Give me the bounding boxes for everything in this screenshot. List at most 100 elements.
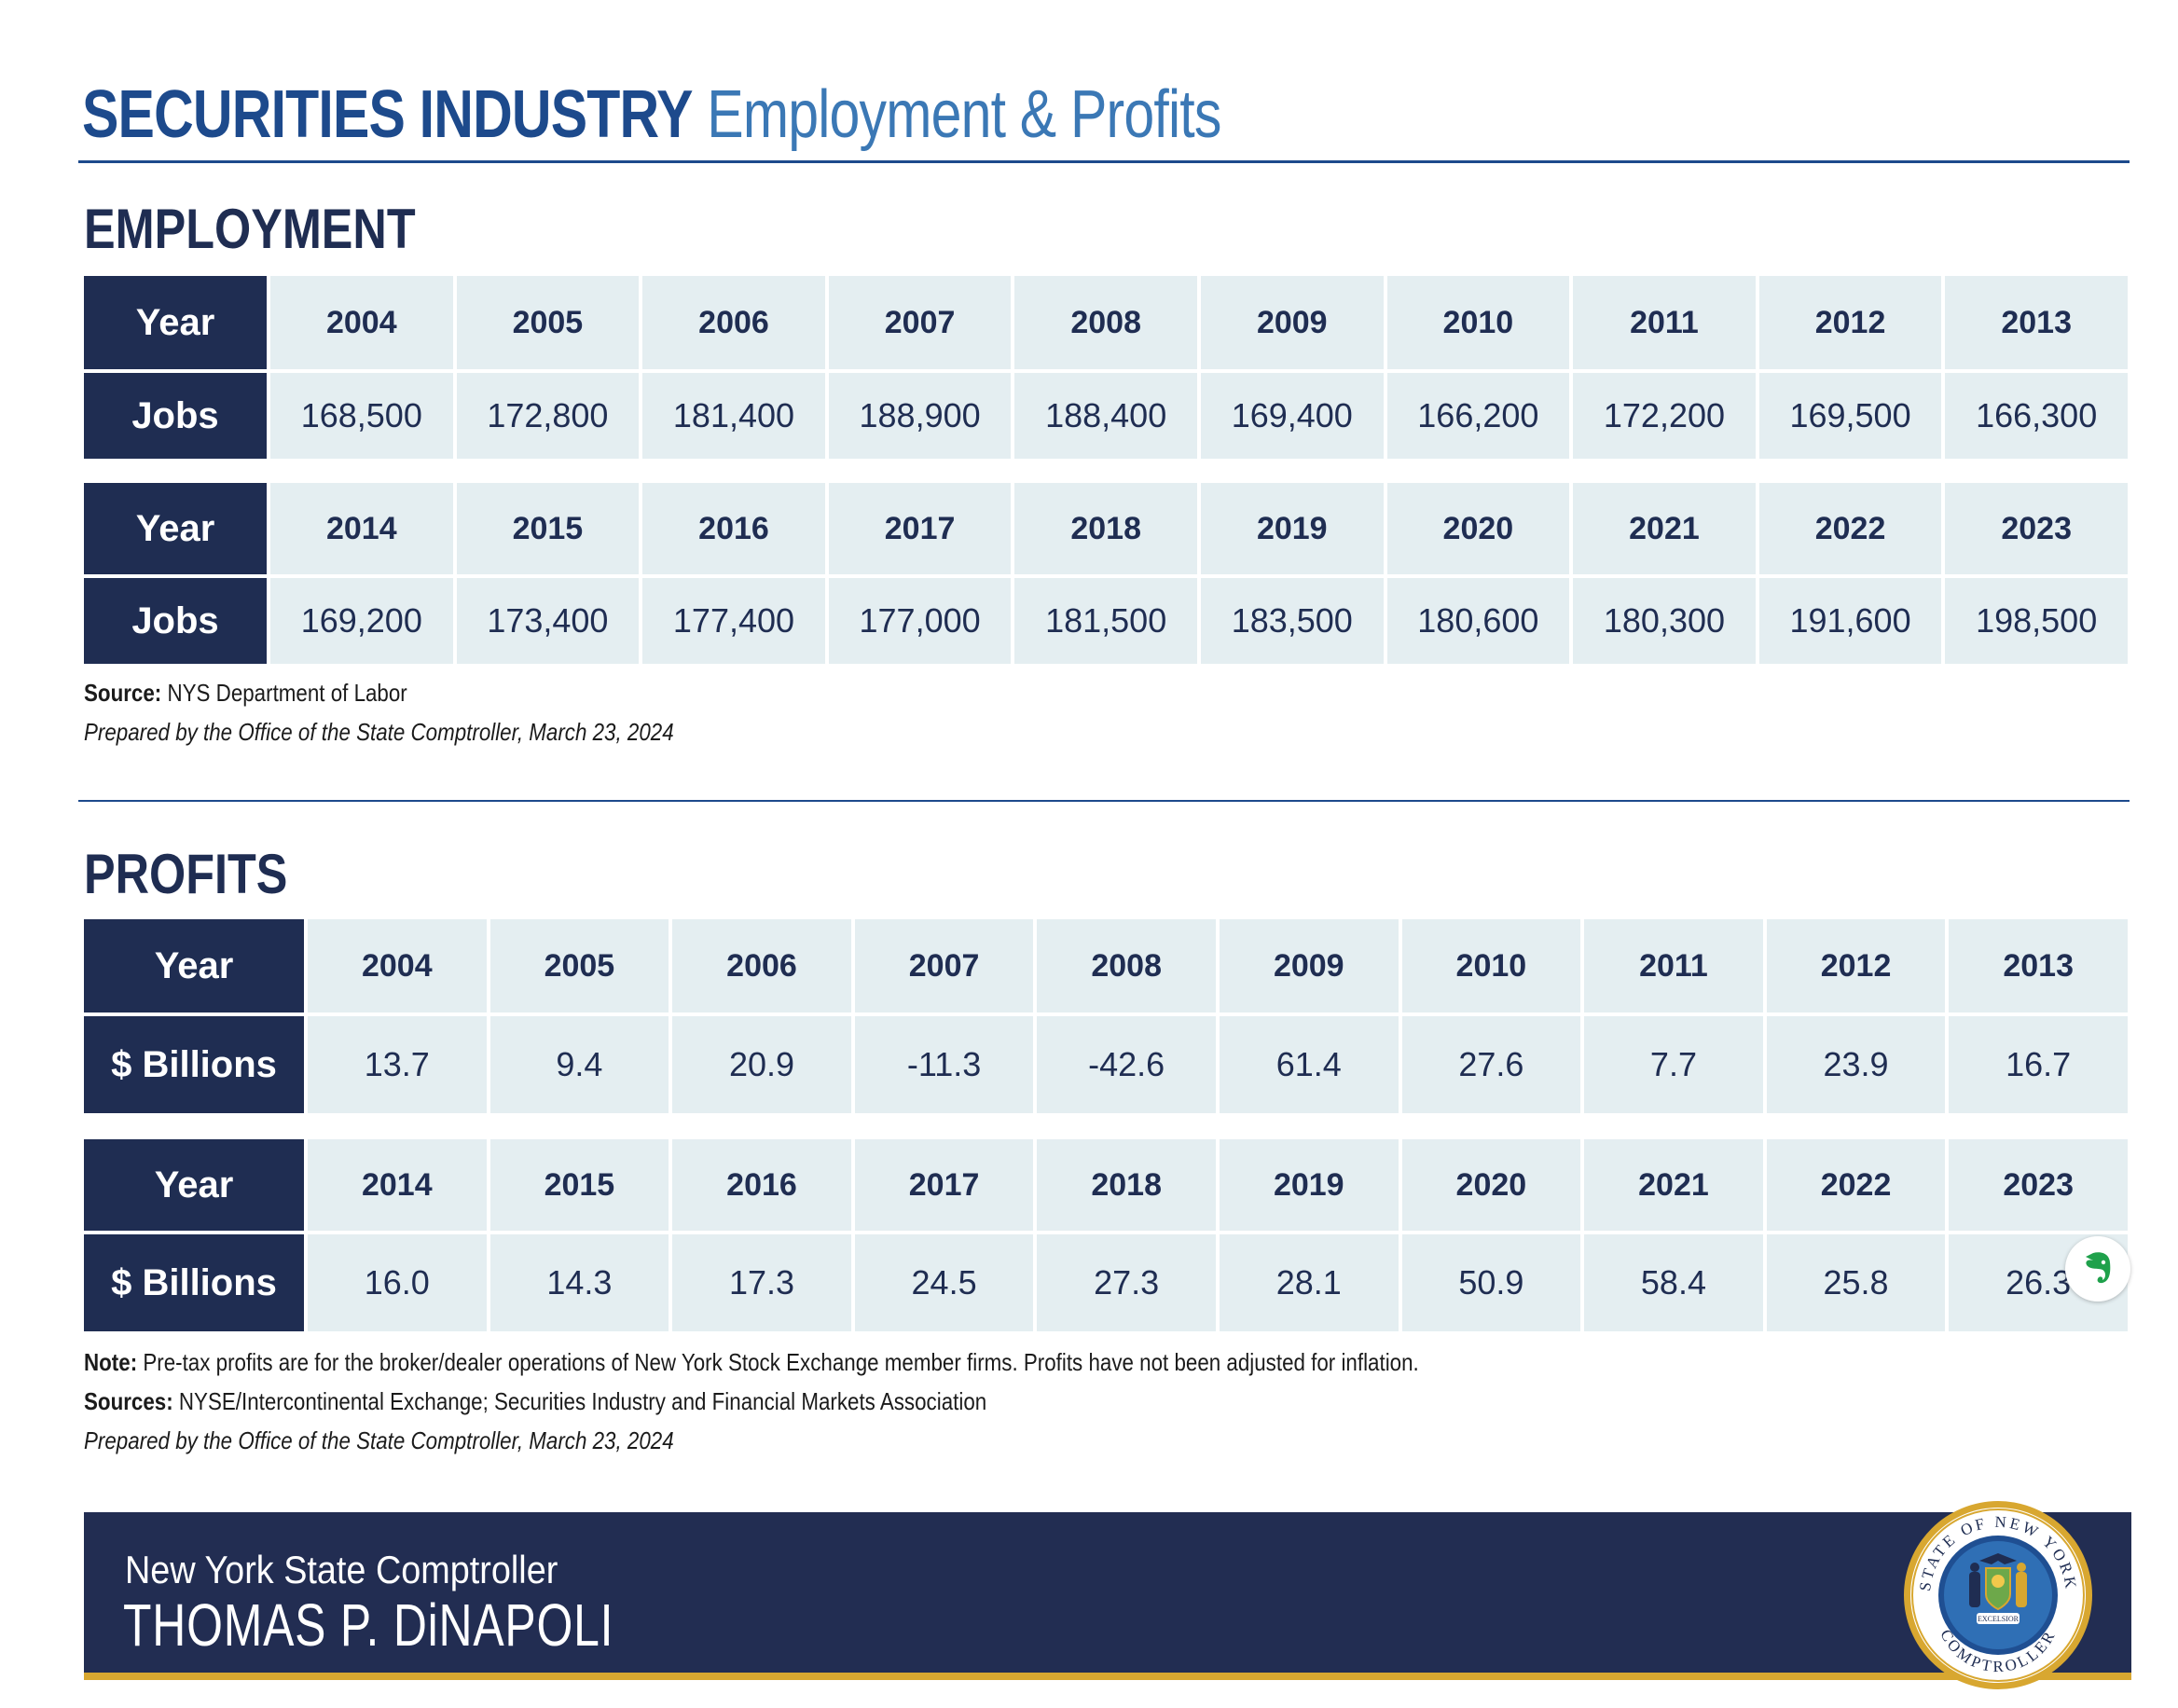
year-cell: 2012 — [1766, 919, 1946, 1012]
jobs-cell: 181,500 — [1014, 578, 1197, 664]
sources-text: NYSE/Intercontinental Exchange; Securiti… — [178, 1387, 987, 1415]
year-row-header: Year — [84, 483, 267, 574]
table-row-jobs: Jobs 168,500 172,800 181,400 188,900 188… — [84, 373, 2128, 459]
table-row-years: Year 2004 2005 2006 2007 2008 2009 2010 … — [84, 276, 2128, 369]
year-cell: 2022 — [1766, 1139, 1946, 1231]
year-cell: 2013 — [1949, 919, 2128, 1012]
year-cell: 2006 — [672, 919, 851, 1012]
profit-cell: 16.0 — [308, 1234, 487, 1331]
year-cell: 2020 — [1401, 1139, 1581, 1231]
year-cell: 2016 — [642, 483, 825, 574]
jobs-cell: 188,400 — [1014, 373, 1197, 459]
year-row-header: Year — [84, 1139, 304, 1231]
profit-cell: 17.3 — [672, 1234, 851, 1331]
year-cell: 2021 — [1584, 1139, 1763, 1231]
jobs-row-header: Jobs — [84, 373, 267, 459]
jobs-cell: 180,300 — [1573, 578, 1756, 664]
year-cell: 2021 — [1573, 483, 1756, 574]
year-cell: 2022 — [1758, 483, 1942, 574]
jobs-cell: 166,300 — [1945, 373, 2128, 459]
year-cell: 2007 — [828, 276, 1012, 369]
jobs-cell: 191,600 — [1758, 578, 1942, 664]
table-row-jobs: Jobs 169,200 173,400 177,400 177,000 181… — [84, 578, 2128, 664]
year-cell: 2014 — [308, 1139, 487, 1231]
employment-heading: EMPLOYMENT — [84, 198, 416, 260]
year-cell: 2009 — [1219, 919, 1399, 1012]
table-row-years: Year 2004 2005 2006 2007 2008 2009 2010 … — [84, 919, 2128, 1012]
year-cell: 2008 — [1014, 276, 1197, 369]
profit-cell: 9.4 — [489, 1016, 669, 1113]
jobs-row-header: Jobs — [84, 578, 267, 664]
year-cell: 2023 — [1949, 1139, 2128, 1231]
year-cell: 2005 — [456, 276, 640, 369]
profit-cell: 14.3 — [489, 1234, 669, 1331]
section-divider — [78, 800, 2130, 802]
employment-source: Source: NYS Department of Labor — [84, 679, 407, 707]
profit-cell: 13.7 — [308, 1016, 487, 1113]
profit-cell: 20.9 — [672, 1016, 851, 1113]
profits-table-2014-2023: Year 2014 2015 2016 2017 2018 2019 2020 … — [80, 1136, 2131, 1335]
year-cell: 2008 — [1037, 919, 1216, 1012]
year-cell: 2010 — [1401, 919, 1581, 1012]
jobs-cell: 198,500 — [1945, 578, 2128, 664]
billions-row-header: $ Billions — [84, 1234, 304, 1331]
jobs-cell: 172,800 — [456, 373, 640, 459]
year-cell: 2015 — [489, 1139, 669, 1231]
profit-cell: 25.8 — [1766, 1234, 1946, 1331]
year-cell: 2017 — [854, 1139, 1034, 1231]
jobs-cell: 188,900 — [828, 373, 1012, 459]
source-label: Source: — [84, 679, 162, 707]
year-cell: 2014 — [270, 483, 453, 574]
page-title-light: Employment & Profits — [707, 77, 1221, 152]
evernote-elephant-icon — [2086, 1252, 2111, 1284]
year-cell: 2004 — [270, 276, 453, 369]
nys-comptroller-seal: STATE OF NEW YORK COMPTROLLER EXCELSIOR — [1904, 1501, 2092, 1689]
year-cell: 2011 — [1584, 919, 1763, 1012]
year-row-header: Year — [84, 919, 304, 1012]
jobs-cell: 168,500 — [270, 373, 453, 459]
table-row-years: Year 2014 2015 2016 2017 2018 2019 2020 … — [84, 483, 2128, 574]
billions-row-header: $ Billions — [84, 1016, 304, 1113]
table-row-billions: $ Billions 13.7 9.4 20.9 -11.3 -42.6 61.… — [84, 1016, 2128, 1113]
jobs-cell: 177,400 — [642, 578, 825, 664]
year-cell: 2019 — [1219, 1139, 1399, 1231]
year-cell: 2023 — [1945, 483, 2128, 574]
year-cell: 2007 — [854, 919, 1034, 1012]
profit-cell: -42.6 — [1037, 1016, 1216, 1113]
profit-cell: 28.1 — [1219, 1234, 1399, 1331]
profit-cell: 16.7 — [1949, 1016, 2128, 1113]
note-text: Pre-tax profits are for the broker/deale… — [143, 1348, 1419, 1376]
profit-cell: 27.6 — [1401, 1016, 1581, 1113]
sources-label: Sources: — [84, 1387, 173, 1415]
jobs-cell: 181,400 — [642, 373, 825, 459]
profits-prepared: Prepared by the Office of the State Comp… — [84, 1426, 674, 1454]
year-cell: 2004 — [308, 919, 487, 1012]
jobs-cell: 169,400 — [1200, 373, 1384, 459]
profit-cell: 50.9 — [1401, 1234, 1581, 1331]
profits-table-2004-2013: Year 2004 2005 2006 2007 2008 2009 2010 … — [80, 916, 2131, 1117]
year-cell: 2010 — [1386, 276, 1570, 369]
jobs-cell: 169,200 — [270, 578, 453, 664]
footer-banner: New York State Comptroller THOMAS P. DiN… — [84, 1512, 2131, 1680]
profits-sources: Sources: NYSE/Intercontinental Exchange;… — [84, 1387, 986, 1415]
table-row-billions: $ Billions 16.0 14.3 17.3 24.5 27.3 28.1… — [84, 1234, 2128, 1331]
jobs-cell: 169,500 — [1758, 373, 1942, 459]
profits-note: Note: Pre-tax profits are for the broker… — [84, 1348, 1419, 1376]
jobs-cell: 166,200 — [1386, 373, 1570, 459]
profit-cell: 7.7 — [1584, 1016, 1763, 1113]
page-title: SECURITIES INDUSTRY Employment & Profits — [82, 73, 1221, 157]
year-cell: 2016 — [672, 1139, 851, 1231]
year-cell: 2019 — [1200, 483, 1384, 574]
jobs-cell: 172,200 — [1573, 373, 1756, 459]
jobs-cell: 173,400 — [456, 578, 640, 664]
header-divider — [78, 160, 2130, 163]
page-title-bold: SECURITIES INDUSTRY — [82, 77, 694, 152]
employment-prepared: Prepared by the Office of the State Comp… — [84, 718, 674, 746]
year-cell: 2017 — [828, 483, 1012, 574]
evernote-clipper-button[interactable] — [2065, 1236, 2130, 1302]
profit-cell: 23.9 — [1766, 1016, 1946, 1113]
source-text: NYS Department of Labor — [167, 679, 407, 707]
table-row-years: Year 2014 2015 2016 2017 2018 2019 2020 … — [84, 1139, 2128, 1231]
profit-cell: 24.5 — [854, 1234, 1034, 1331]
comptroller-name: THOMAS P. DiNAPOLI — [123, 1591, 614, 1659]
